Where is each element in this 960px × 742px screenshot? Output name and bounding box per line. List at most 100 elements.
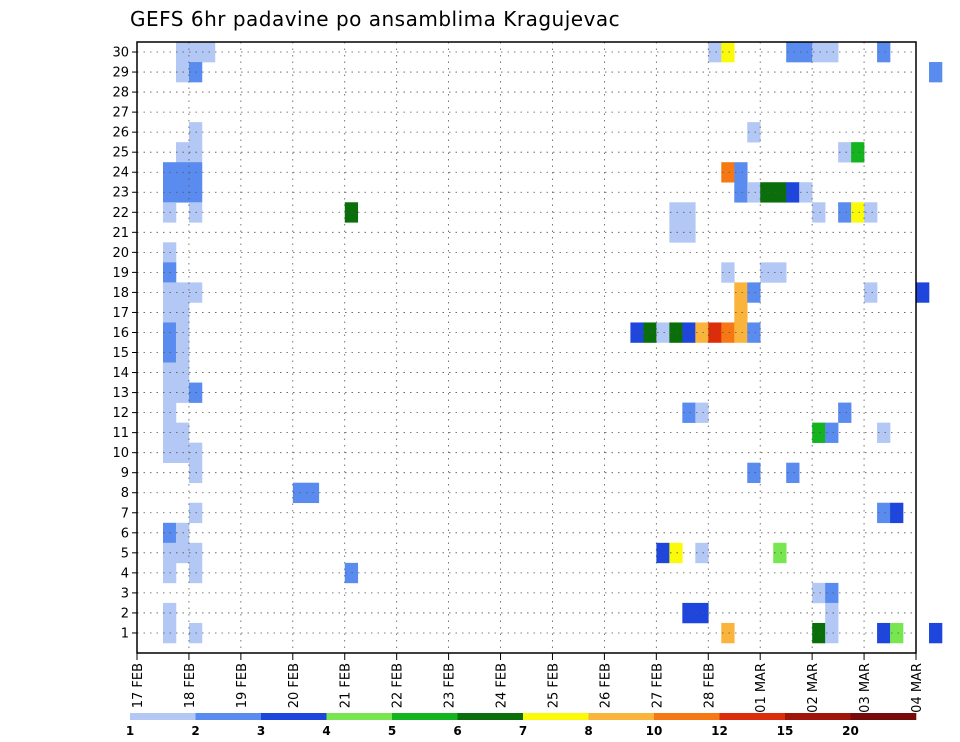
heatmap-cell: [929, 622, 943, 644]
heatmap-cell: [838, 402, 852, 423]
heatmap-cell: [721, 622, 735, 644]
colorbar-swatch: [130, 713, 196, 720]
colorbar-swatch: [523, 713, 589, 720]
heatmap-cell: [838, 202, 852, 223]
heatmap-cell: [721, 322, 735, 343]
heatmap-cell: [851, 202, 865, 223]
heatmap-cell: [708, 322, 722, 343]
colorbar-tick-label: 4: [322, 724, 330, 738]
heatmap-cell: [877, 42, 891, 63]
heatmap-cell: [669, 222, 683, 243]
heatmap-cell: [786, 182, 800, 203]
colorbar-tick-label: 2: [191, 724, 199, 738]
y-tick-label: 24: [112, 166, 129, 181]
y-tick-label: 22: [112, 206, 129, 221]
colorbar-swatch: [326, 713, 393, 720]
colorbar-swatch: [457, 713, 524, 720]
heatmap-cell: [825, 422, 839, 443]
heatmap-cell: [825, 582, 839, 604]
heatmap-cell: [344, 202, 359, 223]
y-tick-label: 18: [112, 286, 129, 301]
heatmap-cell: [799, 182, 813, 203]
heatmap-cell: [760, 262, 774, 283]
x-tick-label: 26 FEB: [598, 663, 613, 708]
y-tick-label: 21: [112, 226, 129, 241]
colorbar-tick-label: 5: [388, 724, 396, 738]
x-tick-label: 19 FEB: [235, 663, 250, 708]
heatmap-cell: [721, 262, 735, 283]
y-tick-label: 11: [112, 426, 129, 441]
heatmap-cell: [825, 42, 839, 63]
heatmap-cell: [812, 42, 826, 63]
heatmap-cell: [643, 322, 657, 343]
colorbar-swatch: [850, 713, 917, 720]
y-tick-label: 13: [112, 386, 129, 401]
colorbar-swatch: [392, 713, 458, 720]
heatmap-cell: [916, 282, 930, 303]
heatmap-cell: [825, 602, 839, 624]
heatmap-cell: [799, 42, 813, 63]
x-tick-label: 23 FEB: [443, 663, 458, 708]
heatmap-cell: [786, 42, 800, 63]
x-tick-label: 28 FEB: [702, 663, 717, 708]
y-tick-label: 25: [112, 146, 129, 161]
colorbar-swatch: [261, 713, 327, 720]
heatmap-cell: [747, 182, 761, 203]
colorbar-tick-label: 12: [711, 724, 728, 738]
colorbar-swatch: [588, 713, 655, 720]
y-tick-label: 15: [112, 346, 129, 361]
heatmap-cell: [734, 302, 748, 323]
colorbar-tick-label: 3: [257, 724, 265, 738]
heatmap-cell: [773, 182, 787, 203]
y-tick-label: 23: [112, 186, 129, 201]
colorbar-tick-label: 10: [646, 724, 663, 738]
y-tick-label: 29: [112, 66, 129, 81]
x-tick-label: 24 FEB: [495, 663, 510, 708]
y-tick-label: 4: [121, 566, 129, 581]
heatmap-cell: [682, 402, 696, 423]
x-tick-label: 04 MAR: [910, 663, 925, 713]
colorbar-tick-label: 1: [126, 724, 134, 738]
heatmap-cell: [812, 582, 826, 604]
heatmap-cell: [890, 622, 904, 644]
y-tick-label: 28: [112, 86, 129, 101]
heatmap-cell: [890, 502, 904, 524]
heatmap-cell: [669, 202, 683, 223]
y-tick-label: 12: [112, 406, 129, 421]
heatmap-cell: [669, 542, 683, 564]
heatmap-cell: [812, 422, 826, 443]
heatmap-cell: [682, 602, 696, 624]
y-tick-label: 27: [112, 106, 129, 121]
heatmap-cell: [734, 322, 748, 343]
heatmap-cell: [669, 322, 683, 343]
colorbar-tick-label: 15: [777, 724, 794, 738]
heatmap-cell: [864, 202, 878, 223]
heatmap-cell: [877, 622, 891, 644]
y-tick-label: 10: [112, 446, 129, 461]
heatmap-cell: [734, 182, 748, 203]
y-tick-label: 2: [121, 606, 129, 621]
x-tick-label: 17 FEB: [131, 663, 146, 708]
colorbar-tick-label: 6: [453, 724, 461, 738]
x-tick-label: 25 FEB: [546, 663, 561, 708]
colorbar: 1 2 3 4 5 6 7 8 10 12 15 20: [126, 713, 917, 738]
heatmap-cell: [695, 402, 709, 423]
heatmap-cell: [721, 162, 735, 183]
heatmap-cell: [838, 142, 852, 163]
heatmap-cell: [695, 322, 709, 343]
y-tick-label: 9: [121, 466, 129, 481]
heatmap-cell: [812, 202, 826, 223]
x-axis: 17 FEB 18 FEB 19 FEB 20 FEB 21 FEB 22 FEB 23 F…: [131, 653, 925, 713]
heatmap-cell: [825, 622, 839, 644]
heatmap-cell: [760, 182, 774, 203]
heatmap-cell: [695, 602, 709, 624]
x-tick-label: 20 FEB: [287, 663, 302, 708]
heatmap-cell: [929, 62, 943, 83]
y-tick-label: 3: [121, 586, 129, 601]
heatmap-cell: [864, 282, 878, 303]
y-tick-label: 16: [112, 326, 129, 341]
y-tick-label: 7: [121, 506, 129, 521]
y-tick-label: 19: [112, 266, 129, 281]
colorbar-tick-label: 7: [519, 724, 527, 738]
